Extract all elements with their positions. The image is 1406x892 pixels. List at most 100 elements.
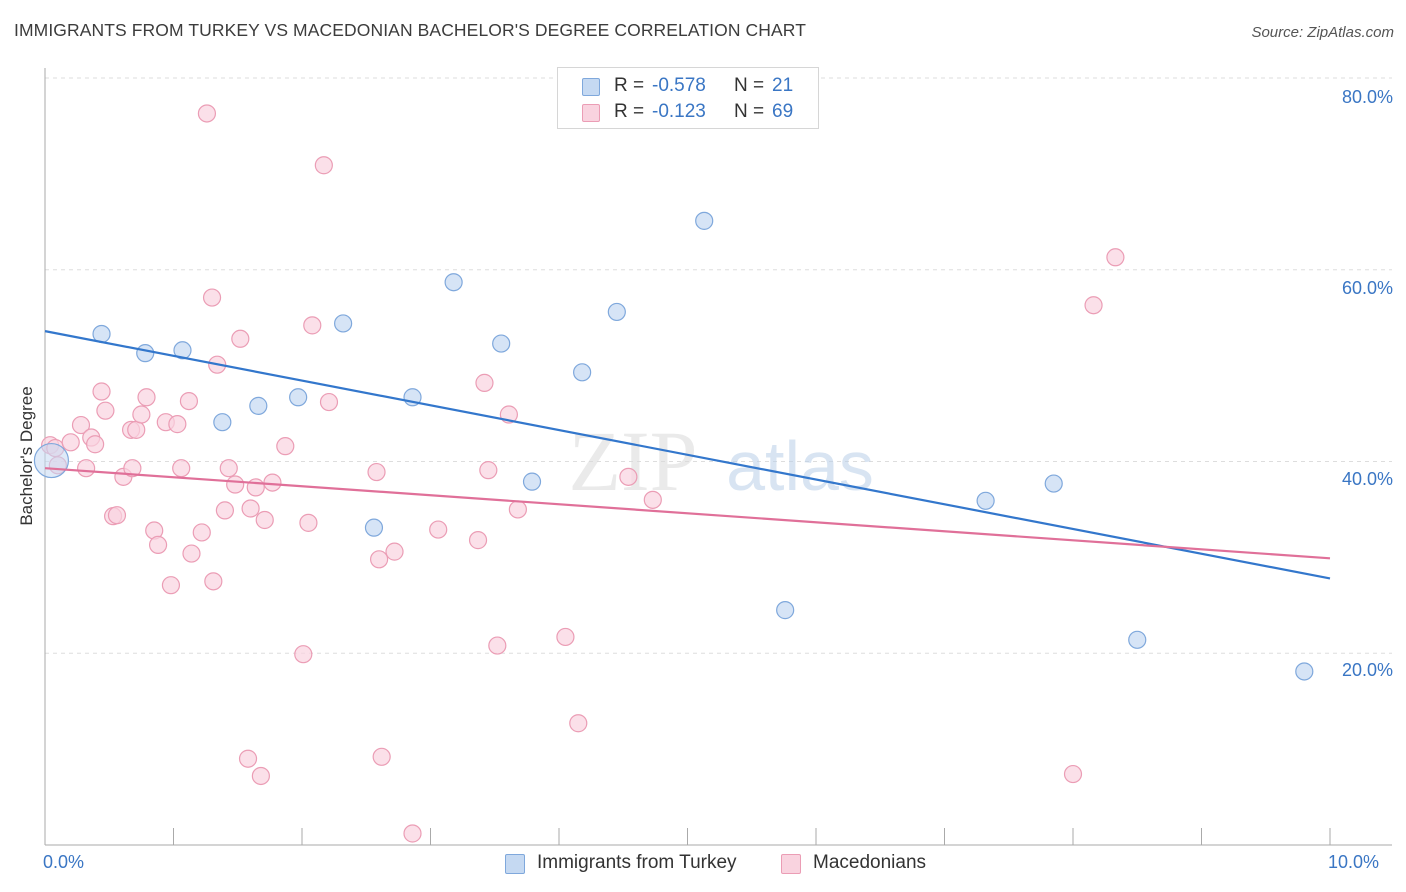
macedonians-point xyxy=(238,749,258,768)
turkey-point xyxy=(607,302,626,322)
turkey-point xyxy=(695,211,714,230)
macedonians-point xyxy=(429,520,448,539)
macedonians-point xyxy=(251,766,270,786)
y-tick-label-40: 40.0% xyxy=(1341,469,1393,489)
macedonians-point xyxy=(123,459,142,478)
y-axis-label: Bachelor's Degree xyxy=(17,386,36,526)
macedonians-point xyxy=(172,459,191,478)
y-tick-label-60: 60.0% xyxy=(1341,278,1393,298)
macedonians-point xyxy=(385,542,404,561)
macedonians-point xyxy=(475,373,494,392)
r-value: -0.578 xyxy=(652,75,706,96)
macedonians-point xyxy=(226,475,245,494)
macedonians-point xyxy=(219,459,238,478)
macedonians-point xyxy=(1106,248,1125,267)
macedonians-point xyxy=(92,382,111,401)
turkey-trend-line xyxy=(44,330,1331,580)
n-value: 69 xyxy=(772,101,794,122)
stats-legend: R = -0.578 N = 21 R = -0.123 N = 69 xyxy=(557,67,819,129)
turkey-swatch-icon xyxy=(505,854,525,874)
macedonians-point xyxy=(403,824,422,843)
turkey-point xyxy=(289,388,308,407)
turkey-point xyxy=(976,491,995,510)
turkey-point xyxy=(492,334,511,353)
turkey-point xyxy=(173,341,192,360)
macedonians-point xyxy=(107,506,127,525)
turkey-point xyxy=(1128,630,1147,649)
turkey-point xyxy=(334,314,353,333)
macedonians-trend-line xyxy=(44,467,1331,560)
turkey-points xyxy=(33,211,1314,681)
macedonians-point xyxy=(137,388,156,407)
macedonians-point xyxy=(372,747,391,766)
legend-label-macedonians: Macedonians xyxy=(813,852,927,873)
macedonians-point xyxy=(127,420,146,439)
macedonians-swatch-icon xyxy=(781,854,801,874)
macedonians-point xyxy=(569,714,588,733)
macedonians-point xyxy=(643,490,662,509)
turkey-point xyxy=(444,273,463,292)
macedonians-point xyxy=(303,316,322,335)
r-label: R = xyxy=(614,75,645,96)
macedonians-point xyxy=(179,391,199,411)
macedonians-point xyxy=(77,459,96,478)
turkey-point xyxy=(1295,662,1314,681)
macedonians-point xyxy=(276,437,295,456)
turkey-point xyxy=(213,413,232,432)
macedonians-point xyxy=(294,645,313,664)
macedonians-point xyxy=(479,461,498,480)
macedonians-point xyxy=(204,572,223,591)
macedonians-point xyxy=(182,544,201,563)
macedonians-point xyxy=(263,473,282,492)
macedonians-point xyxy=(367,462,386,482)
macedonians-point xyxy=(314,156,333,175)
turkey-swatch-icon xyxy=(582,78,600,96)
r-label: R = xyxy=(614,101,645,122)
macedonians-point xyxy=(370,550,389,569)
macedonians-point xyxy=(488,636,507,655)
macedonians-point xyxy=(1084,296,1103,315)
y-tick-label-20: 20.0% xyxy=(1341,660,1393,680)
y-tick-label-80: 80.0% xyxy=(1341,87,1393,107)
macedonians-point xyxy=(299,513,318,532)
macedonians-point xyxy=(61,433,80,452)
turkey-point xyxy=(1044,474,1063,493)
macedonians-point xyxy=(86,435,105,454)
chart-title: IMMIGRANTS FROM TURKEY VS MACEDONIAN BAC… xyxy=(14,20,806,40)
trend-lines xyxy=(44,330,1331,580)
macedonians-point xyxy=(71,415,91,435)
n-label: N = xyxy=(734,101,765,122)
n-value: 21 xyxy=(772,75,794,96)
axes xyxy=(44,68,1392,846)
n-label: N = xyxy=(734,75,765,96)
x-tick-label-min: 0.0% xyxy=(43,852,85,872)
turkey-point xyxy=(573,363,592,382)
macedonians-point xyxy=(197,104,217,123)
macedonians-point xyxy=(168,415,187,434)
macedonians-point xyxy=(508,500,527,519)
macedonians-point xyxy=(96,401,115,420)
macedonians-point xyxy=(192,523,211,542)
r-value: -0.123 xyxy=(652,101,706,122)
macedonians-point xyxy=(1063,764,1083,784)
turkey-point xyxy=(136,344,155,363)
macedonians-point xyxy=(468,531,488,550)
source-label: Source: ZipAtlas.com xyxy=(1251,24,1394,41)
macedonians-point xyxy=(215,501,234,520)
turkey-point xyxy=(522,472,542,491)
macedonians-swatch-icon xyxy=(582,104,600,122)
macedonians-point xyxy=(202,288,222,307)
macedonians-point xyxy=(619,467,638,486)
watermark-zip: ZIP xyxy=(569,413,698,509)
x-tick-label-max: 10.0% xyxy=(1328,852,1380,872)
grid-lines xyxy=(45,77,1392,654)
turkey-point xyxy=(33,442,70,479)
macedonians-point xyxy=(246,478,265,497)
turkey-point xyxy=(364,518,384,537)
turkey-point xyxy=(776,601,795,620)
macedonians-point xyxy=(148,535,168,555)
turkey-point xyxy=(249,396,268,415)
macedonians-point xyxy=(241,499,260,518)
macedonians-point xyxy=(556,627,575,647)
